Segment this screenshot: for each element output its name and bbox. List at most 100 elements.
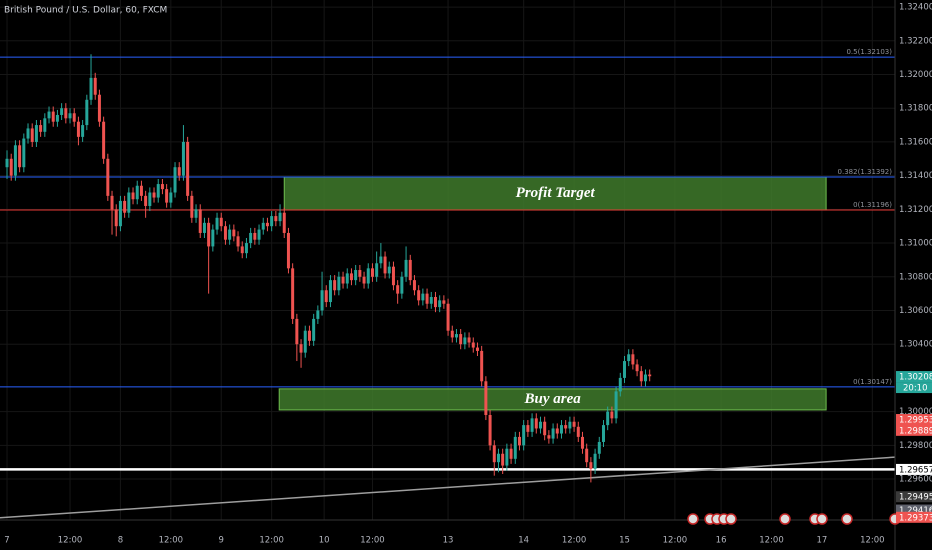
price-tag-label: 1.29416 — [899, 506, 932, 516]
candle-body — [375, 263, 379, 277]
candle-body — [589, 462, 593, 469]
x-tick-label: 12:00 — [562, 536, 587, 546]
candle-body — [43, 118, 47, 132]
candle-body — [270, 216, 274, 227]
candle-body — [47, 111, 51, 119]
candle-body — [522, 425, 526, 446]
candle-body — [379, 256, 383, 264]
candle-body — [433, 296, 437, 308]
candle-body — [211, 229, 215, 247]
y-tick-label: 1.29600 — [899, 475, 932, 485]
candle-body — [72, 113, 76, 122]
candle-body — [93, 77, 97, 95]
candle-body — [345, 273, 349, 284]
candle-body — [349, 273, 353, 281]
fib-label: 0(1.30147) — [853, 378, 892, 386]
y-tick-label: 1.29800 — [899, 441, 932, 451]
candle-body — [366, 268, 370, 284]
price-tag-label: 1.29953 — [899, 416, 932, 426]
y-tick-label: 1.32400 — [899, 3, 932, 13]
candle-body — [551, 428, 555, 439]
candle-body — [257, 229, 261, 240]
candle-body — [202, 222, 206, 233]
candle-body — [572, 421, 576, 427]
zone-label: Buy area — [524, 391, 582, 407]
price-tag — [896, 424, 932, 436]
x-tick-label: 7 — [4, 536, 9, 546]
candle-body — [333, 280, 337, 291]
candle-body — [459, 334, 463, 345]
candle-body — [450, 330, 454, 338]
candle-body — [85, 99, 89, 126]
candle-body — [106, 158, 110, 196]
y-tick-label: 1.30600 — [899, 306, 932, 316]
candle-body — [454, 334, 458, 338]
price-tag — [896, 491, 932, 503]
candle-body — [547, 435, 551, 439]
y-tick-label: 1.30800 — [899, 272, 932, 282]
candle-body — [467, 337, 471, 343]
candle-body — [274, 216, 278, 222]
candle-body — [488, 414, 492, 446]
candle-body — [64, 108, 68, 119]
candle-body — [249, 232, 253, 244]
zone-label: Profit Target — [516, 185, 596, 201]
candle-body — [181, 141, 185, 176]
candle-body — [232, 229, 236, 237]
event-icon — [841, 513, 853, 525]
candle-body — [110, 195, 114, 210]
candle-body — [639, 371, 643, 382]
candle-body — [240, 246, 244, 254]
candle-body — [337, 276, 341, 291]
candle-body — [299, 344, 303, 353]
price-tag-label: 1.29889 — [899, 426, 932, 436]
candle-body — [501, 453, 505, 466]
candle-body — [282, 212, 286, 233]
candle-body — [18, 145, 22, 168]
candle-body — [123, 200, 127, 213]
candle-body — [55, 114, 59, 122]
candle-body — [526, 425, 530, 432]
candle-body — [538, 421, 542, 429]
fib-label: 0.382(1.31392) — [838, 168, 893, 176]
candle-body — [13, 145, 17, 176]
fib-label: 0(1.31196) — [853, 201, 892, 209]
candle-body — [190, 195, 194, 218]
candle-body — [564, 425, 568, 429]
candle-body — [606, 411, 610, 426]
candle-body — [320, 290, 324, 311]
x-tick-label: 8 — [118, 536, 123, 546]
candle-body — [102, 121, 106, 159]
candle-body — [404, 259, 408, 277]
candle-body — [631, 354, 635, 365]
x-tick-label: 16 — [716, 536, 727, 546]
y-tick-label: 1.31400 — [899, 171, 932, 181]
candle-body — [144, 195, 148, 206]
candle-body — [622, 361, 626, 378]
candle-body — [30, 128, 34, 142]
candle-body — [601, 425, 605, 442]
y-tick-label: 1.31200 — [899, 205, 932, 215]
candle-body — [219, 217, 223, 227]
y-tick-label: 1.30000 — [899, 407, 932, 417]
candle-body — [228, 229, 232, 240]
x-tick-label: 12:00 — [259, 536, 284, 546]
candle-body — [505, 448, 509, 466]
candle-body — [223, 226, 227, 240]
candle-body — [118, 200, 122, 227]
candle-body — [383, 256, 387, 274]
candle-body — [22, 138, 26, 168]
candle-body — [597, 441, 601, 454]
candle-body — [89, 77, 93, 100]
y-tick-label: 1.32000 — [899, 70, 932, 80]
candle-body — [173, 167, 177, 193]
candle-body — [81, 125, 85, 137]
candle-body — [643, 374, 647, 382]
candle-body — [215, 217, 219, 230]
candle-body — [303, 330, 307, 353]
candle-body — [312, 318, 316, 341]
candle-body — [316, 310, 320, 319]
candle-body — [484, 381, 488, 415]
